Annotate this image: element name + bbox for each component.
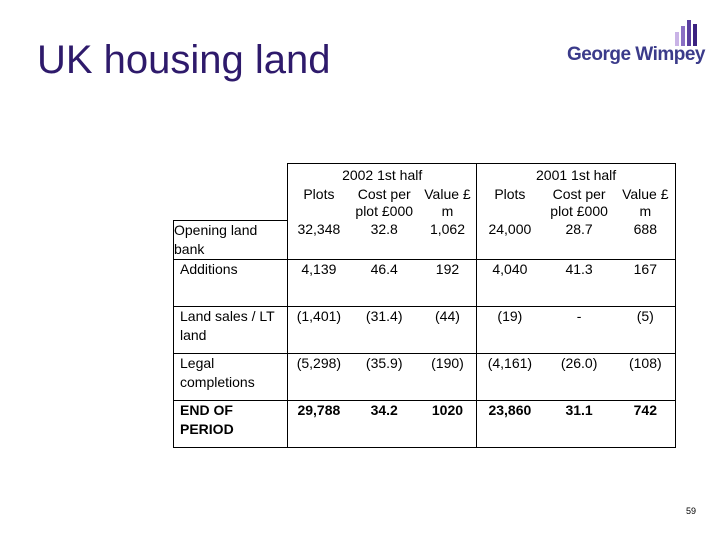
table-cell: 29,788 xyxy=(287,400,350,448)
table-cell: (1,401) xyxy=(287,306,350,354)
table-row-total: END OF PERIOD 29,788 34.2 1020 23,860 31… xyxy=(172,400,676,448)
table-cell: - xyxy=(542,306,616,354)
table-cell: 28.7 xyxy=(542,220,616,260)
logo-bar xyxy=(675,32,679,46)
period-header-2001: 2001 1st half xyxy=(476,163,676,186)
table-cell: (31.4) xyxy=(349,306,419,354)
table-row: Opening land bank 32,348 32.8 1,062 24,0… xyxy=(172,219,676,260)
period-header-row: 2002 1st half 2001 1st half xyxy=(174,163,676,186)
table-cell: 4,139 xyxy=(287,259,350,307)
page-title: UK housing land xyxy=(37,38,331,82)
period-header-2002: 2002 1st half xyxy=(287,163,478,186)
col-header-cost-per-plot: Cost per plot £000 xyxy=(550,186,608,219)
table-cell: (108) xyxy=(615,353,676,401)
table-row: Additions 4,139 46.4 192 4,040 41.3 167 xyxy=(172,259,676,307)
table-cell: (44) xyxy=(418,306,478,354)
column-header-row: Plots Cost per plot £000 Value £ m Plots… xyxy=(174,186,676,220)
logo-bar xyxy=(687,20,691,46)
table-cell: (5) xyxy=(615,306,676,354)
table-cell: (26.0) xyxy=(542,353,616,401)
col-header-value: Value £ m xyxy=(615,186,676,220)
table-cell: 4,040 xyxy=(476,259,543,307)
table-cell: 32.8 xyxy=(349,220,419,260)
table-cell: (35.9) xyxy=(349,353,419,401)
logo-text: George Wimpey xyxy=(567,44,705,65)
table-cell: 41.3 xyxy=(542,259,616,307)
page-number: 59 xyxy=(686,506,697,516)
table-cell: (190) xyxy=(418,353,478,401)
col-header-plots: Plots xyxy=(287,186,350,220)
table-row: Land sales / LT land (1,401) (31.4) (44)… xyxy=(172,306,676,354)
row-label: END OF PERIOD xyxy=(172,400,289,448)
logo-bar xyxy=(681,26,685,46)
col-header-cost-per-plot: Cost per plot £000 xyxy=(355,186,414,219)
table-cell: (4,161) xyxy=(476,353,543,401)
table-cell: 167 xyxy=(615,259,676,307)
table-cell: 32,348 xyxy=(287,220,350,260)
table-cell: (5,298) xyxy=(287,353,350,401)
row-label: Legal completions xyxy=(172,353,289,401)
row-label: Additions xyxy=(172,259,289,307)
table-cell: 31.1 xyxy=(542,400,616,448)
table-cell: (19) xyxy=(476,306,543,354)
table-row: Legal completions (5,298) (35.9) (190) (… xyxy=(172,353,676,401)
col-header-plots: Plots xyxy=(494,186,526,202)
table-cell: 24,000 xyxy=(476,220,543,260)
col-header-value: Value £ m xyxy=(418,186,478,220)
row-label: Opening land bank xyxy=(172,219,289,260)
empty-corner-cell xyxy=(174,164,288,221)
george-wimpey-logo: George Wimpey xyxy=(567,20,705,70)
table-cell: 34.2 xyxy=(349,400,419,448)
table-cell: 23,860 xyxy=(476,400,543,448)
row-label: Land sales / LT land xyxy=(172,306,289,354)
logo-bars-icon xyxy=(675,20,697,46)
table-cell: 688 xyxy=(615,220,676,260)
logo-bar xyxy=(693,24,697,46)
table-cell: 192 xyxy=(418,259,478,307)
table-cell: 1020 xyxy=(418,400,478,448)
table-cell: 1,062 xyxy=(418,220,478,260)
table-cell: 46.4 xyxy=(349,259,419,307)
table-cell: 742 xyxy=(615,400,676,448)
land-bank-table: 2002 1st half 2001 1st half Plots Cost p… xyxy=(172,163,676,448)
